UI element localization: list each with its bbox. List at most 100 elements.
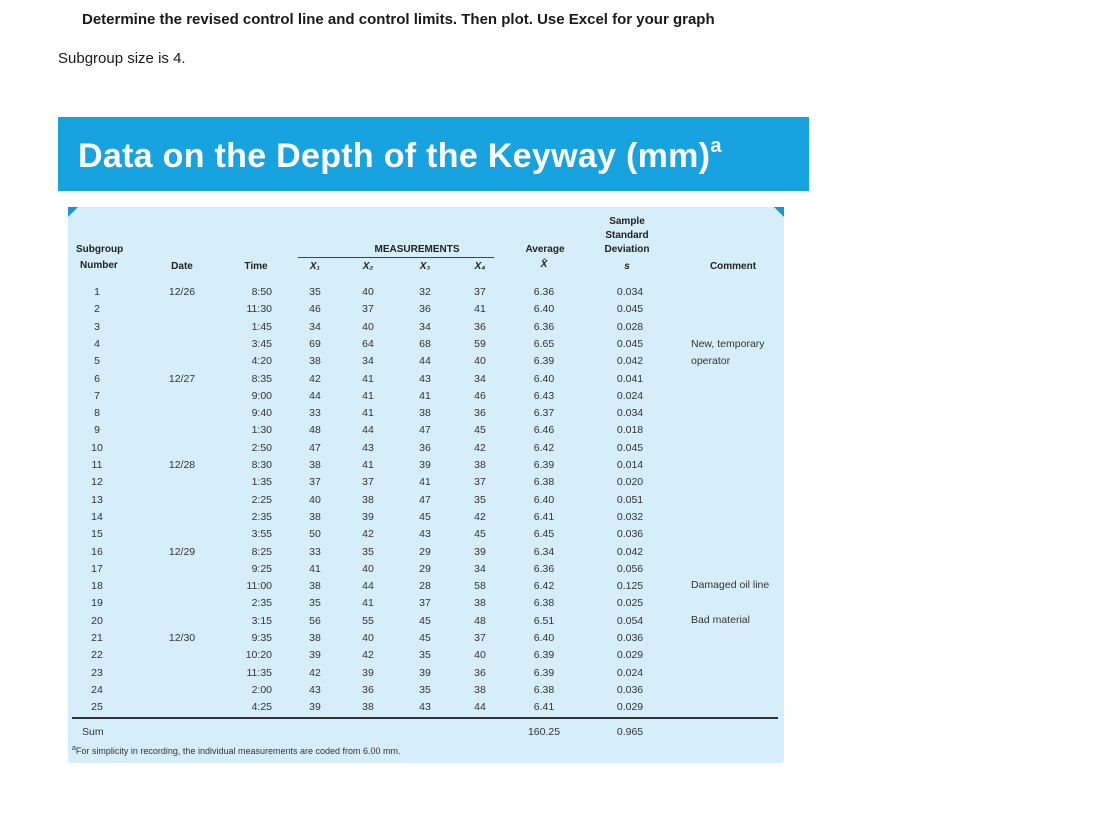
row-time: 2:35 (251, 597, 272, 610)
sum-average: 160.25 (527, 726, 561, 738)
row-average: 6.40 (533, 303, 555, 316)
row-x3: 38 (419, 407, 431, 420)
header-x2: X₂ (362, 261, 374, 272)
row-x1: 38 (309, 459, 321, 471)
row-x1: 44 (309, 389, 321, 402)
row-x1: 38 (309, 355, 321, 368)
row-time: 3:15 (251, 614, 272, 627)
header-time: Time (244, 261, 268, 272)
row-x3: 36 (419, 441, 431, 454)
row-x1: 38 (309, 510, 321, 523)
row-x3: 41 (419, 476, 431, 489)
row-x1: 34 (309, 320, 321, 333)
header-number: Number (80, 260, 118, 271)
row-x3: 45 (419, 510, 431, 523)
row-x4: 45 (474, 528, 486, 541)
row-number: 6 (94, 372, 100, 385)
row-std-dev: 0.042 (616, 355, 644, 368)
row-x3: 36 (419, 303, 431, 316)
row-time: 8:30 (251, 459, 272, 471)
row-x1: 56 (309, 614, 321, 627)
sum-label: Sum (82, 726, 104, 738)
row-x1: 38 (309, 580, 321, 593)
row-std-dev: 0.034 (616, 286, 644, 298)
row-time: 1:45 (251, 320, 272, 333)
row-time: 9:40 (251, 407, 272, 420)
row-average: 6.45 (533, 528, 555, 541)
row-average: 6.36 (533, 286, 555, 298)
row-x1: 33 (309, 545, 321, 558)
row-x2: 35 (362, 545, 374, 558)
row-number: 1 (94, 286, 100, 298)
row-average: 6.43 (533, 389, 555, 402)
row-std-dev: 0.029 (616, 649, 644, 662)
row-std-dev: 0.056 (616, 562, 644, 575)
header-deviation: Deviation (604, 244, 650, 255)
row-number: 13 (91, 493, 103, 506)
row-number: 22 (91, 649, 103, 662)
row-number: 23 (91, 666, 103, 679)
row-x1: 37 (309, 476, 321, 489)
row-date: 12/26 (168, 286, 196, 298)
row-time: 11:35 (246, 666, 273, 679)
row-std-dev: 0.036 (616, 632, 644, 644)
row-std-dev: 0.041 (616, 372, 644, 385)
row-x4: 39 (474, 545, 486, 558)
row-average: 6.38 (533, 597, 555, 610)
row-x2: 55 (362, 614, 374, 627)
row-number: 8 (94, 407, 100, 420)
row-std-dev: 0.125 (616, 580, 644, 593)
row-average: 6.36 (533, 562, 555, 575)
row-x4: 34 (474, 562, 486, 575)
row-x4: 59 (474, 337, 486, 350)
row-x4: 38 (474, 597, 486, 610)
row-x2: 64 (362, 337, 374, 350)
row-time: 1:35 (251, 476, 272, 489)
row-number: 12 (91, 476, 103, 489)
header-s: s (624, 261, 630, 272)
row-x1: 50 (309, 528, 321, 541)
row-average: 6.65 (533, 337, 555, 350)
row-x2: 40 (362, 562, 374, 575)
row-time: 4:25 (251, 701, 272, 714)
row-std-dev: 0.028 (616, 320, 644, 333)
row-x2: 41 (362, 459, 374, 471)
row-average: 6.39 (533, 355, 555, 368)
row-average: 6.51 (533, 614, 555, 627)
row-time: 8:35 (251, 372, 272, 385)
row-x4: 58 (474, 580, 486, 593)
row-std-dev: 0.014 (616, 459, 644, 471)
row-number: 25 (91, 701, 103, 714)
row-x3: 35 (419, 683, 431, 696)
row-number: 16 (91, 545, 103, 558)
row-average: 6.41 (533, 701, 555, 714)
row-std-dev: 0.032 (616, 510, 644, 523)
comment-row-4-line-1: New, temporary (691, 338, 765, 350)
row-x2: 38 (362, 701, 374, 714)
row-number: 17 (91, 562, 103, 575)
row-std-dev: 0.045 (616, 303, 644, 316)
table-footnote: aFor simplicity in recording, the indivi… (72, 745, 401, 756)
row-x1: 47 (309, 441, 321, 454)
row-x3: 47 (419, 424, 431, 437)
row-x4: 37 (474, 476, 486, 489)
row-number: 4 (94, 337, 100, 350)
row-x3: 37 (419, 597, 431, 610)
sum-std-dev: 0.965 (616, 726, 644, 738)
row-number: 5 (94, 355, 100, 368)
header-x4: X₄ (474, 261, 486, 272)
row-x3: 39 (419, 666, 431, 679)
row-x2: 41 (362, 407, 374, 420)
row-x1: 35 (309, 597, 321, 610)
panel-corner-right (774, 207, 784, 217)
row-date: 12/29 (168, 545, 196, 558)
header-sample: Sample (609, 216, 645, 227)
row-x4: 40 (474, 355, 486, 368)
row-x2: 42 (362, 649, 374, 662)
row-x4: 34 (474, 372, 486, 385)
row-x4: 37 (474, 286, 486, 298)
row-x1: 39 (309, 701, 321, 714)
row-number: 20 (91, 614, 103, 627)
row-x2: 37 (362, 303, 374, 316)
row-std-dev: 0.029 (616, 701, 644, 714)
